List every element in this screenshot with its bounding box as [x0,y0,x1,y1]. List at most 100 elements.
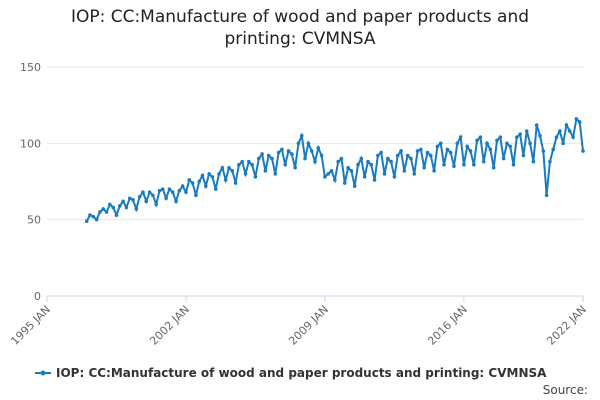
point [266,153,271,158]
point [352,184,357,188]
point [204,184,208,188]
y-tick-label: 50 [27,214,41,227]
point [538,133,542,138]
point [157,188,162,193]
point [402,169,407,173]
point [515,135,519,140]
point [290,152,294,156]
point [177,188,182,193]
point [481,159,486,164]
point [548,159,552,164]
point [220,165,225,170]
point [491,165,496,170]
point [399,149,403,153]
point [422,165,426,170]
point [349,169,354,173]
point [558,129,562,133]
point [541,149,546,153]
point [435,144,440,149]
y-tick-label: 0 [34,290,41,303]
point [293,165,297,170]
point [389,159,393,164]
point [376,153,380,158]
point [429,153,433,158]
point [551,147,556,152]
point [445,147,450,152]
point [336,159,340,164]
point [395,153,400,158]
point [250,162,254,167]
point [415,149,420,153]
point [518,132,522,136]
point [577,120,582,124]
point [346,165,350,170]
legend-label: IOP: CC:Manufacture of wood and paper pr… [56,366,547,380]
point [385,156,390,161]
point [501,156,506,161]
point [137,194,142,199]
point [329,169,334,173]
x-tick-label: 2022 JAN [544,303,589,348]
point [458,135,463,140]
series-line [85,116,584,222]
y-tick-label: 100 [20,137,41,150]
point [571,135,575,140]
point [534,123,539,127]
point [462,162,466,167]
point [296,141,301,146]
point [448,150,453,155]
point [531,159,536,164]
point [455,141,460,146]
point [313,159,317,164]
point [299,133,304,138]
point [498,135,503,140]
point [359,156,364,161]
point [465,144,469,149]
point [167,187,172,191]
point [104,210,109,214]
point [161,187,165,191]
point [88,213,92,217]
point [316,146,321,150]
point [528,141,532,146]
point [121,199,125,204]
point [511,162,516,167]
point [184,190,188,194]
point [323,175,327,179]
point [319,153,324,158]
point [475,138,479,143]
point [213,187,218,191]
point [326,172,331,176]
point [94,217,99,222]
point [524,129,529,133]
point [581,149,585,153]
point [409,156,413,161]
point [197,179,201,184]
x-tick-label: 1995 JAN [8,303,53,348]
point [495,138,499,143]
point [240,159,245,164]
point [270,156,274,161]
point [114,213,119,217]
point [452,164,456,169]
point [101,207,106,211]
point [276,150,281,155]
point [243,172,248,176]
point [154,202,158,207]
point [263,169,268,173]
x-tick-label: 2002 JAN [147,303,192,348]
point [111,205,115,210]
point [561,141,565,146]
point [419,147,423,152]
point [505,141,509,146]
point [207,172,211,176]
legend-marker [40,370,46,376]
point [227,165,231,170]
point [303,156,307,161]
point [333,178,337,182]
point [438,141,443,146]
point [117,204,122,208]
point [405,153,410,158]
